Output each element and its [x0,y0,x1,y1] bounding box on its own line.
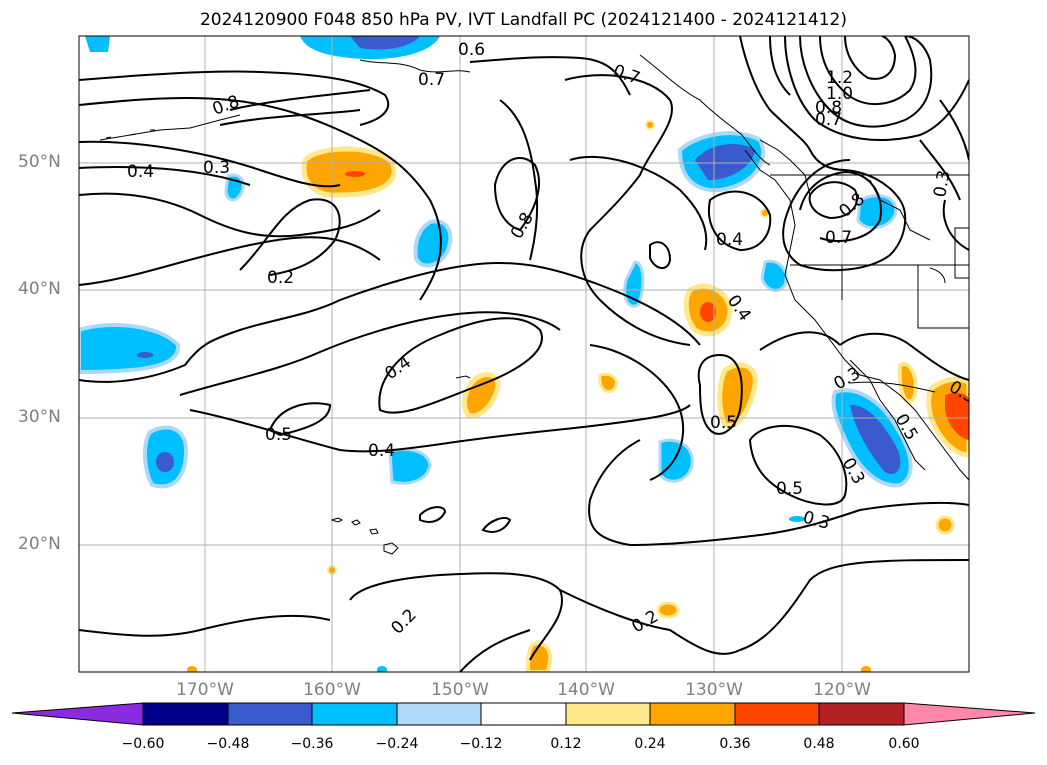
lon-label-170w: 170°W [176,680,234,700]
lat-label-20n: 20°N [18,534,61,554]
contour-label: 0.4 [716,230,743,250]
colorbar-tick: −0.48 [206,736,250,752]
contour-label: 1.0 [826,84,853,104]
gridlines [79,36,969,672]
pv-contours [79,36,969,672]
colorbar-tick: 0.60 [888,736,920,752]
colorbar-tick: 0.48 [803,736,835,752]
contour-label: 0.7 [418,70,445,90]
colorbar-tick: −0.24 [375,736,419,752]
colorbar-tick: 0.36 [719,736,751,752]
contour-label: 0.3 [203,158,230,178]
map-title: 2024120900 F048 850 hPa PV, IVT Landfall… [199,10,847,30]
contour-label: 0.5 [710,413,737,433]
colorbar-tick: −0.60 [121,736,165,752]
contour-label: 0.2 [267,268,294,288]
colorbar-tick: −0.12 [459,736,503,752]
colorbar [11,702,1036,726]
islands [105,129,471,555]
contour-label: 0.7 [815,110,842,130]
contour-label: 0.7 [825,228,852,248]
contour-label: 0.3 [930,169,954,199]
lon-label-130w: 130°W [685,680,743,700]
colorbar-tick: −0.36 [290,736,334,752]
contour-label: 0.6 [458,40,485,60]
coastlines [99,54,969,481]
contour-label: 0.4 [127,162,154,182]
map-frame [78,35,970,673]
contour-label: 0.5 [265,425,292,445]
lon-label-150w: 150°W [431,680,489,700]
lon-label-140w: 140°W [557,680,615,700]
lon-label-120w: 120°W [813,680,871,700]
contour-label: 1.2 [826,68,853,88]
lon-label-160w: 160°W [303,680,361,700]
lat-label-50n: 50°N [18,152,61,172]
colorbar-tick: 0.24 [634,736,666,752]
map-panel: 0.6 0.7 0.7 1.2 1.0 0.8 0.7 0.8 0.4 0.3 … [79,36,969,672]
lat-label-40n: 40°N [18,279,61,299]
colorbar-tick: 0.12 [550,736,582,752]
contour-label: 0.8 [815,98,842,118]
contour-label: 0.4 [368,441,395,461]
contour-label: 0.5 [776,479,803,499]
lat-label-30n: 30°N [18,407,61,427]
